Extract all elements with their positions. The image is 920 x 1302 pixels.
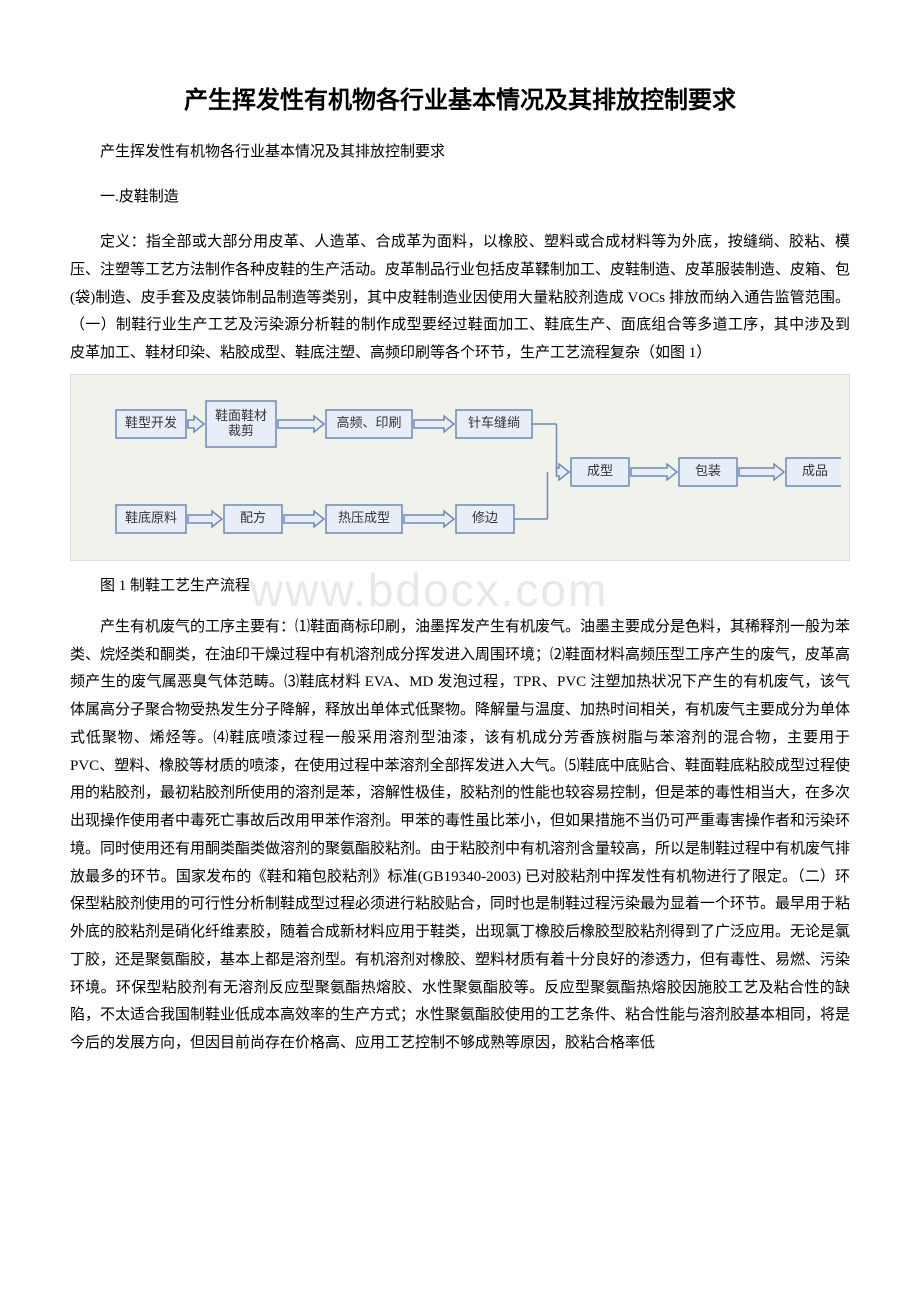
svg-text:鞋底原料: 鞋底原料 (125, 510, 177, 525)
section-1-header: 一.皮鞋制造 (70, 184, 850, 211)
svg-text:成品: 成品 (802, 463, 828, 478)
svg-text:成型: 成型 (587, 463, 613, 478)
svg-text:鞋型开发: 鞋型开发 (125, 415, 177, 430)
svg-text:修边: 修边 (472, 510, 498, 525)
flowchart-container: 鞋型开发 鞋面鞋材裁剪 高频、印刷 针车缝绱鞋底原料 配方 热压成型 修边 成型 包装 成品 (70, 374, 850, 561)
paragraph-1: 定义：指全部或大部分用皮革、人造革、合成革为面料，以橡胶、塑料或合成材料等为外底… (70, 229, 850, 368)
svg-text:包装: 包装 (695, 463, 721, 478)
svg-text:热压成型: 热压成型 (338, 510, 390, 525)
svg-text:鞋面鞋材: 鞋面鞋材 (215, 408, 267, 423)
flowchart-svg: 鞋型开发 鞋面鞋材裁剪 高频、印刷 针车缝绱鞋底原料 配方 热压成型 修边 成型 包装 成品 (81, 385, 841, 545)
svg-text:裁剪: 裁剪 (228, 423, 254, 438)
subtitle: 产生挥发性有机物各行业基本情况及其排放控制要求 (70, 139, 850, 166)
svg-text:配方: 配方 (240, 510, 266, 525)
main-title: 产生挥发性有机物各行业基本情况及其排放控制要求 (70, 80, 850, 115)
svg-text:高频、印刷: 高频、印刷 (336, 415, 401, 430)
figure-caption-1: 图 1 制鞋工艺生产流程 (70, 573, 850, 600)
svg-text:针车缝绱: 针车缝绱 (468, 415, 520, 430)
paragraph-2: 产生有机废气的工序主要有：⑴鞋面商标印刷，油墨挥发产生有机废气。油墨主要成分是色… (70, 614, 850, 1058)
